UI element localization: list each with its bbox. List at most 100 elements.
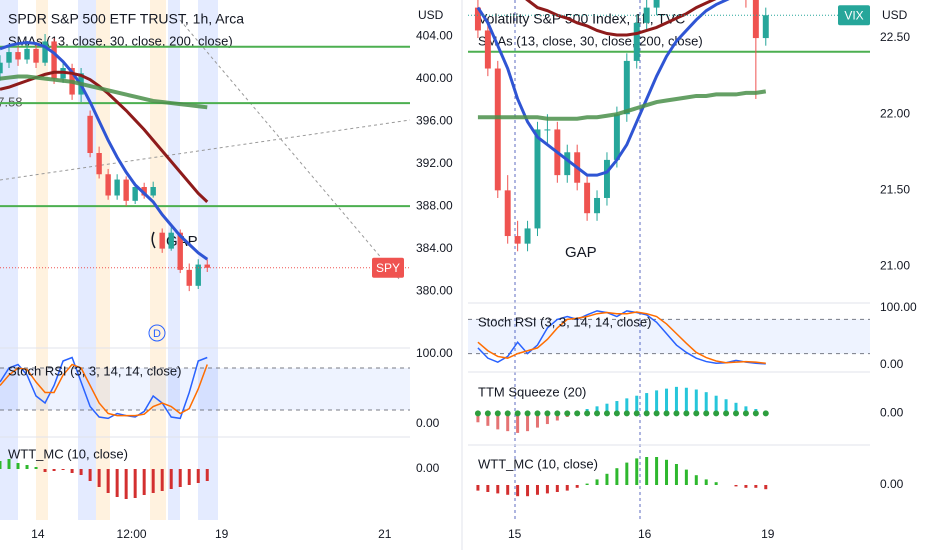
histogram-bar — [97, 469, 101, 487]
candle-body — [150, 187, 156, 196]
histogram-bar — [694, 475, 698, 485]
squeeze-dot — [663, 410, 670, 417]
histogram-bar — [506, 413, 510, 432]
symbol-label: SPY — [376, 261, 400, 275]
chart-title: SPDR S&P 500 ETF TRUST, 1h, Arca — [8, 11, 244, 27]
candle-body — [87, 115, 93, 153]
y-tick-label: 22.00 — [880, 106, 910, 120]
annotation: 97.58 — [0, 94, 23, 109]
histogram-bar — [516, 413, 520, 433]
symbol-badge — [838, 5, 870, 26]
histogram-bar — [605, 473, 609, 485]
candle-body — [594, 197, 601, 214]
candle-body — [33, 48, 39, 63]
x-tick-label: 16 — [638, 527, 652, 541]
squeeze-dot — [564, 410, 571, 417]
histogram-bar — [70, 469, 74, 473]
histogram-bar — [124, 469, 128, 499]
histogram-bar — [178, 469, 182, 487]
histogram-bar — [575, 485, 579, 488]
histogram-bar — [645, 457, 649, 485]
candle-body — [186, 269, 192, 286]
candle-body — [544, 129, 551, 131]
stoch-line — [477, 311, 766, 365]
price-pane — [0, 34, 410, 292]
squeeze-dot — [713, 410, 720, 417]
candle-body — [42, 41, 48, 63]
histogram-bar — [625, 462, 629, 485]
y-tick-label: 0.00 — [880, 477, 904, 491]
histogram-bar — [196, 469, 200, 483]
histogram-bar — [506, 485, 510, 495]
histogram-bar — [160, 469, 164, 491]
candle-body — [195, 264, 201, 286]
histogram-bar — [615, 468, 619, 485]
sma-label: SMAs (13, close, 30, close, 200, close) — [478, 33, 703, 48]
histogram-bar — [7, 459, 11, 469]
chart-title: Volatility S&P 500 Index, 1h, TVC — [478, 11, 685, 27]
candle-body — [123, 179, 129, 201]
stoch-band — [0, 368, 410, 410]
squeeze-dot — [584, 410, 591, 417]
squeeze-dot — [742, 410, 749, 417]
currency: USD — [882, 8, 908, 22]
squeeze-dot — [653, 410, 660, 417]
histogram-bar — [615, 401, 619, 414]
squeeze-dot — [544, 410, 551, 417]
squeeze-dot — [633, 410, 640, 417]
candle-body — [643, 7, 650, 23]
histogram-bar — [585, 483, 589, 485]
y-tick-label: 388.00 — [416, 198, 453, 212]
y-tick-label: 0.00 — [416, 416, 440, 430]
histogram-bar — [106, 469, 110, 493]
squeeze-dot — [554, 410, 561, 417]
candle-body — [514, 236, 521, 244]
indicator-title: WTT_MC (10, close) — [478, 456, 598, 471]
histogram-bar — [115, 469, 119, 497]
candle-body — [474, 7, 481, 31]
y-tick-label: 0.00 — [880, 406, 904, 420]
x-tick-label: 21 — [378, 527, 392, 541]
histogram-bar — [61, 469, 65, 470]
squeeze-dot — [733, 410, 739, 417]
histogram-bar — [52, 469, 56, 471]
histogram-bar — [205, 469, 209, 481]
y-tick-label: 100.00 — [416, 346, 453, 360]
sma-line — [0, 74, 208, 110]
histogram-bar — [684, 387, 688, 414]
y-tick-label: 21.00 — [880, 259, 910, 273]
candle-body — [105, 174, 111, 196]
squeeze-dot — [524, 410, 531, 417]
candle-body — [168, 232, 174, 249]
candle-body — [752, 0, 759, 39]
y-tick-label: 22.50 — [880, 30, 910, 44]
y-tick-label: 100.00 — [880, 300, 917, 314]
candle-body — [132, 187, 138, 201]
histogram-bar — [724, 399, 728, 414]
histogram-bar — [526, 485, 530, 497]
histogram-bar — [151, 469, 155, 493]
candle-body — [504, 190, 511, 237]
histogram-bar — [496, 413, 500, 430]
histogram-bar — [744, 485, 748, 488]
histogram-bar — [595, 479, 599, 485]
histogram-bar — [694, 389, 698, 414]
histogram-bar — [496, 485, 500, 494]
x-tick-label: 15 — [508, 527, 522, 541]
x-tick-label: 19 — [761, 527, 775, 541]
gap-mark — [151, 231, 156, 249]
indicator-title: Stoch RSI (3, 3, 14, 14, close) — [478, 314, 651, 329]
histogram-bar — [555, 485, 559, 492]
histogram-bar — [734, 402, 738, 414]
histogram-bar — [187, 469, 191, 485]
histogram-bar — [133, 469, 137, 498]
annotation: GAP — [565, 244, 597, 261]
histogram-bar — [714, 395, 718, 414]
stoch-line — [0, 356, 208, 420]
candle-body — [623, 60, 630, 115]
histogram-bar — [555, 413, 559, 421]
candle-body — [633, 22, 640, 61]
squeeze-dot — [603, 410, 610, 417]
candle-body — [15, 52, 21, 60]
